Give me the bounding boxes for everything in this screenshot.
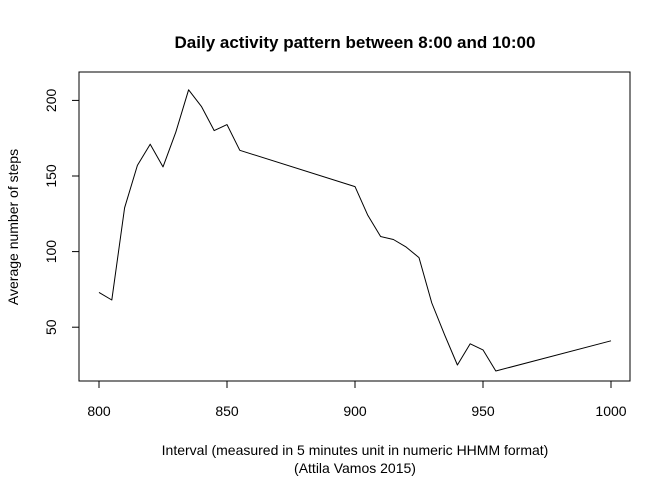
x-tick-label: 950: [471, 403, 495, 419]
x-tick-label: 800: [87, 403, 111, 419]
y-tick-label: 100: [43, 240, 59, 264]
chart-title: Daily activity pattern between 8:00 and …: [175, 33, 536, 52]
x-tick-label: 1000: [595, 403, 626, 419]
plot-frame: [78, 71, 631, 382]
x-tick-label: 900: [343, 403, 367, 419]
x-axis-label: Interval (measured in 5 minutes unit in …: [162, 442, 549, 458]
y-axis-label: Average number of steps: [5, 149, 21, 305]
x-tick-label: 850: [215, 403, 239, 419]
y-axis: 50 100 150 200: [43, 89, 79, 335]
y-tick-label: 200: [43, 89, 59, 113]
x-axis: 800 850 900 950 1000: [87, 381, 627, 419]
y-tick-label: 50: [43, 319, 59, 335]
series-line: [98, 89, 612, 372]
y-tick-label: 150: [43, 164, 59, 188]
chart-caption: (Attila Vamos 2015): [294, 460, 416, 476]
